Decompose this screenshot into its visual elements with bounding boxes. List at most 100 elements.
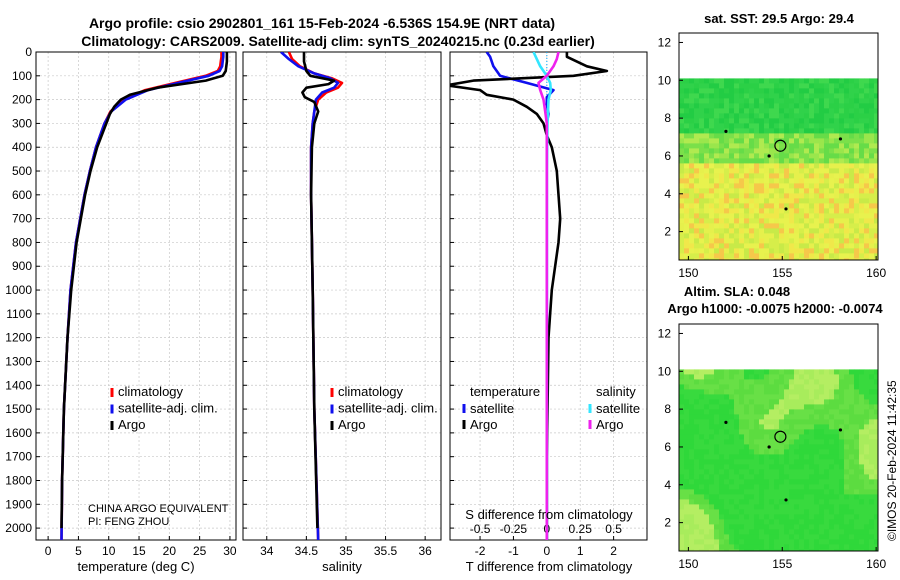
map-cell (774, 509, 780, 515)
map-cell (754, 374, 760, 380)
map-cell (809, 479, 815, 485)
map-cell (704, 228, 710, 234)
map-cell (874, 399, 878, 405)
map-cell (874, 479, 878, 485)
map-cell (684, 534, 690, 540)
map-cell (809, 444, 815, 450)
map-cell (784, 494, 790, 500)
map-cell (819, 248, 825, 254)
map-cell (734, 429, 740, 435)
map-cell (714, 228, 720, 234)
map-cell (824, 213, 830, 219)
map-cell (769, 173, 775, 179)
map-cell (714, 514, 720, 520)
map-cell (704, 514, 710, 520)
map-cell (839, 454, 845, 460)
map-cell (859, 258, 865, 260)
map-cell (814, 454, 820, 460)
map-cell (824, 138, 830, 144)
map-cell (799, 88, 805, 94)
map-cell (829, 218, 835, 224)
float-position-marker (774, 139, 787, 152)
map-cell (869, 148, 875, 154)
map-cell (769, 193, 775, 199)
map-cell (709, 489, 715, 495)
map-cell (749, 509, 755, 515)
map-cell (739, 258, 745, 260)
map-cell (844, 414, 850, 420)
map-cell (874, 374, 878, 380)
legend-label: climatology (118, 384, 184, 399)
map-cell (874, 434, 878, 440)
map-cell (804, 419, 810, 425)
map-cell (699, 459, 705, 465)
top-x-tick-label: 0.5 (605, 522, 622, 536)
map-cell (739, 494, 745, 500)
map-cell (784, 429, 790, 435)
map-cell (819, 534, 825, 540)
map-cell (774, 419, 780, 425)
map-cell (854, 143, 860, 149)
map-y-tick-label: 8 (664, 402, 671, 416)
map-cell (774, 484, 780, 490)
map-cell (804, 253, 810, 259)
map-cell (859, 514, 865, 520)
map-cell (819, 459, 825, 465)
map-cell (874, 529, 878, 535)
map-cell (799, 529, 805, 535)
map-cell (684, 118, 690, 124)
map-cell (764, 499, 770, 505)
map-cell (704, 213, 710, 219)
map-cell (809, 118, 815, 124)
map-cell (689, 158, 695, 164)
map-cell (834, 494, 840, 500)
map-cell (829, 188, 835, 194)
map-cell (754, 389, 760, 395)
map-cell (789, 233, 795, 239)
map-cell (699, 499, 705, 505)
map-cell (874, 369, 878, 375)
map-cell (744, 208, 750, 214)
map-cell (789, 399, 795, 405)
map-cell (814, 258, 820, 260)
map-cell (754, 384, 760, 390)
map-cell (804, 168, 810, 174)
map-cell (679, 504, 685, 510)
map-cell (704, 539, 710, 545)
map-cell (699, 233, 705, 239)
map-cell (739, 429, 745, 435)
map-cell (754, 479, 760, 485)
map-cell (709, 434, 715, 440)
map-cell (844, 208, 850, 214)
map-cell (854, 203, 860, 209)
difference-top-xlabel: S difference from climatology (465, 507, 633, 522)
map-cell (724, 153, 730, 159)
map-cell (859, 98, 865, 104)
map-cell (789, 504, 795, 510)
map-cell (684, 529, 690, 535)
map-cell (829, 474, 835, 480)
map-cell (784, 374, 790, 380)
map-cell (759, 88, 765, 94)
map-cell (764, 404, 770, 410)
map-cell (809, 509, 815, 515)
map-cell (849, 188, 855, 194)
map-cell (704, 419, 710, 425)
map-cell (849, 108, 855, 114)
map-cell (864, 504, 870, 510)
map-cell (829, 469, 835, 475)
map-cell (834, 253, 840, 259)
map-cell (804, 369, 810, 375)
figure-title-line1: Argo profile: csio 2902801_161 15-Feb-20… (89, 15, 555, 31)
map-cell (684, 424, 690, 430)
map-cell (849, 459, 855, 465)
map-cell (869, 113, 875, 119)
map-cell (734, 519, 740, 525)
map-cell (749, 108, 755, 114)
map-cell (754, 113, 760, 119)
map-cell (744, 153, 750, 159)
map-cell (779, 464, 785, 470)
map-cell (794, 384, 800, 390)
map-cell (779, 499, 785, 505)
map-cell (824, 509, 830, 515)
